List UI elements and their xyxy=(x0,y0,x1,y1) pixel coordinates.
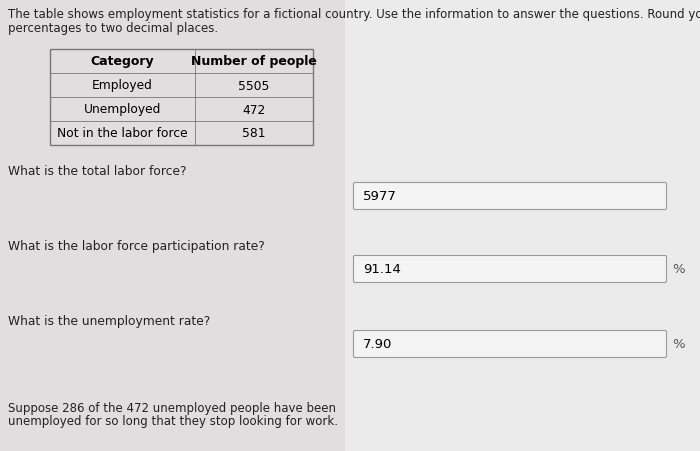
Text: Unemployed: Unemployed xyxy=(84,103,161,116)
Text: percentages to two decimal places.: percentages to two decimal places. xyxy=(8,22,218,35)
Text: unemployed for so long that they stop looking for work.: unemployed for so long that they stop lo… xyxy=(8,414,338,427)
Text: 5505: 5505 xyxy=(238,79,270,92)
Text: 7.90: 7.90 xyxy=(363,338,393,351)
Text: %: % xyxy=(672,338,685,351)
Bar xyxy=(50,50,313,146)
Text: 91.14: 91.14 xyxy=(363,263,401,276)
Text: Number of people: Number of people xyxy=(191,55,317,69)
FancyBboxPatch shape xyxy=(354,331,666,358)
Text: Category: Category xyxy=(91,55,154,69)
Text: 581: 581 xyxy=(242,127,266,140)
Text: What is the total labor force?: What is the total labor force? xyxy=(8,165,186,178)
Text: 472: 472 xyxy=(242,103,265,116)
Text: Suppose 286 of the 472 unemployed people have been: Suppose 286 of the 472 unemployed people… xyxy=(8,401,336,414)
FancyBboxPatch shape xyxy=(354,183,666,210)
Text: What is the unemployment rate?: What is the unemployment rate? xyxy=(8,314,210,327)
Text: The table shows employment statistics for a fictional country. Use the informati: The table shows employment statistics fo… xyxy=(8,8,700,21)
Text: What is the labor force participation rate?: What is the labor force participation ra… xyxy=(8,239,265,253)
Text: Employed: Employed xyxy=(92,79,153,92)
Text: Not in the labor force: Not in the labor force xyxy=(57,127,188,140)
Text: %: % xyxy=(672,263,685,276)
Text: 5977: 5977 xyxy=(363,190,397,203)
Bar xyxy=(345,0,700,451)
FancyBboxPatch shape xyxy=(354,256,666,283)
